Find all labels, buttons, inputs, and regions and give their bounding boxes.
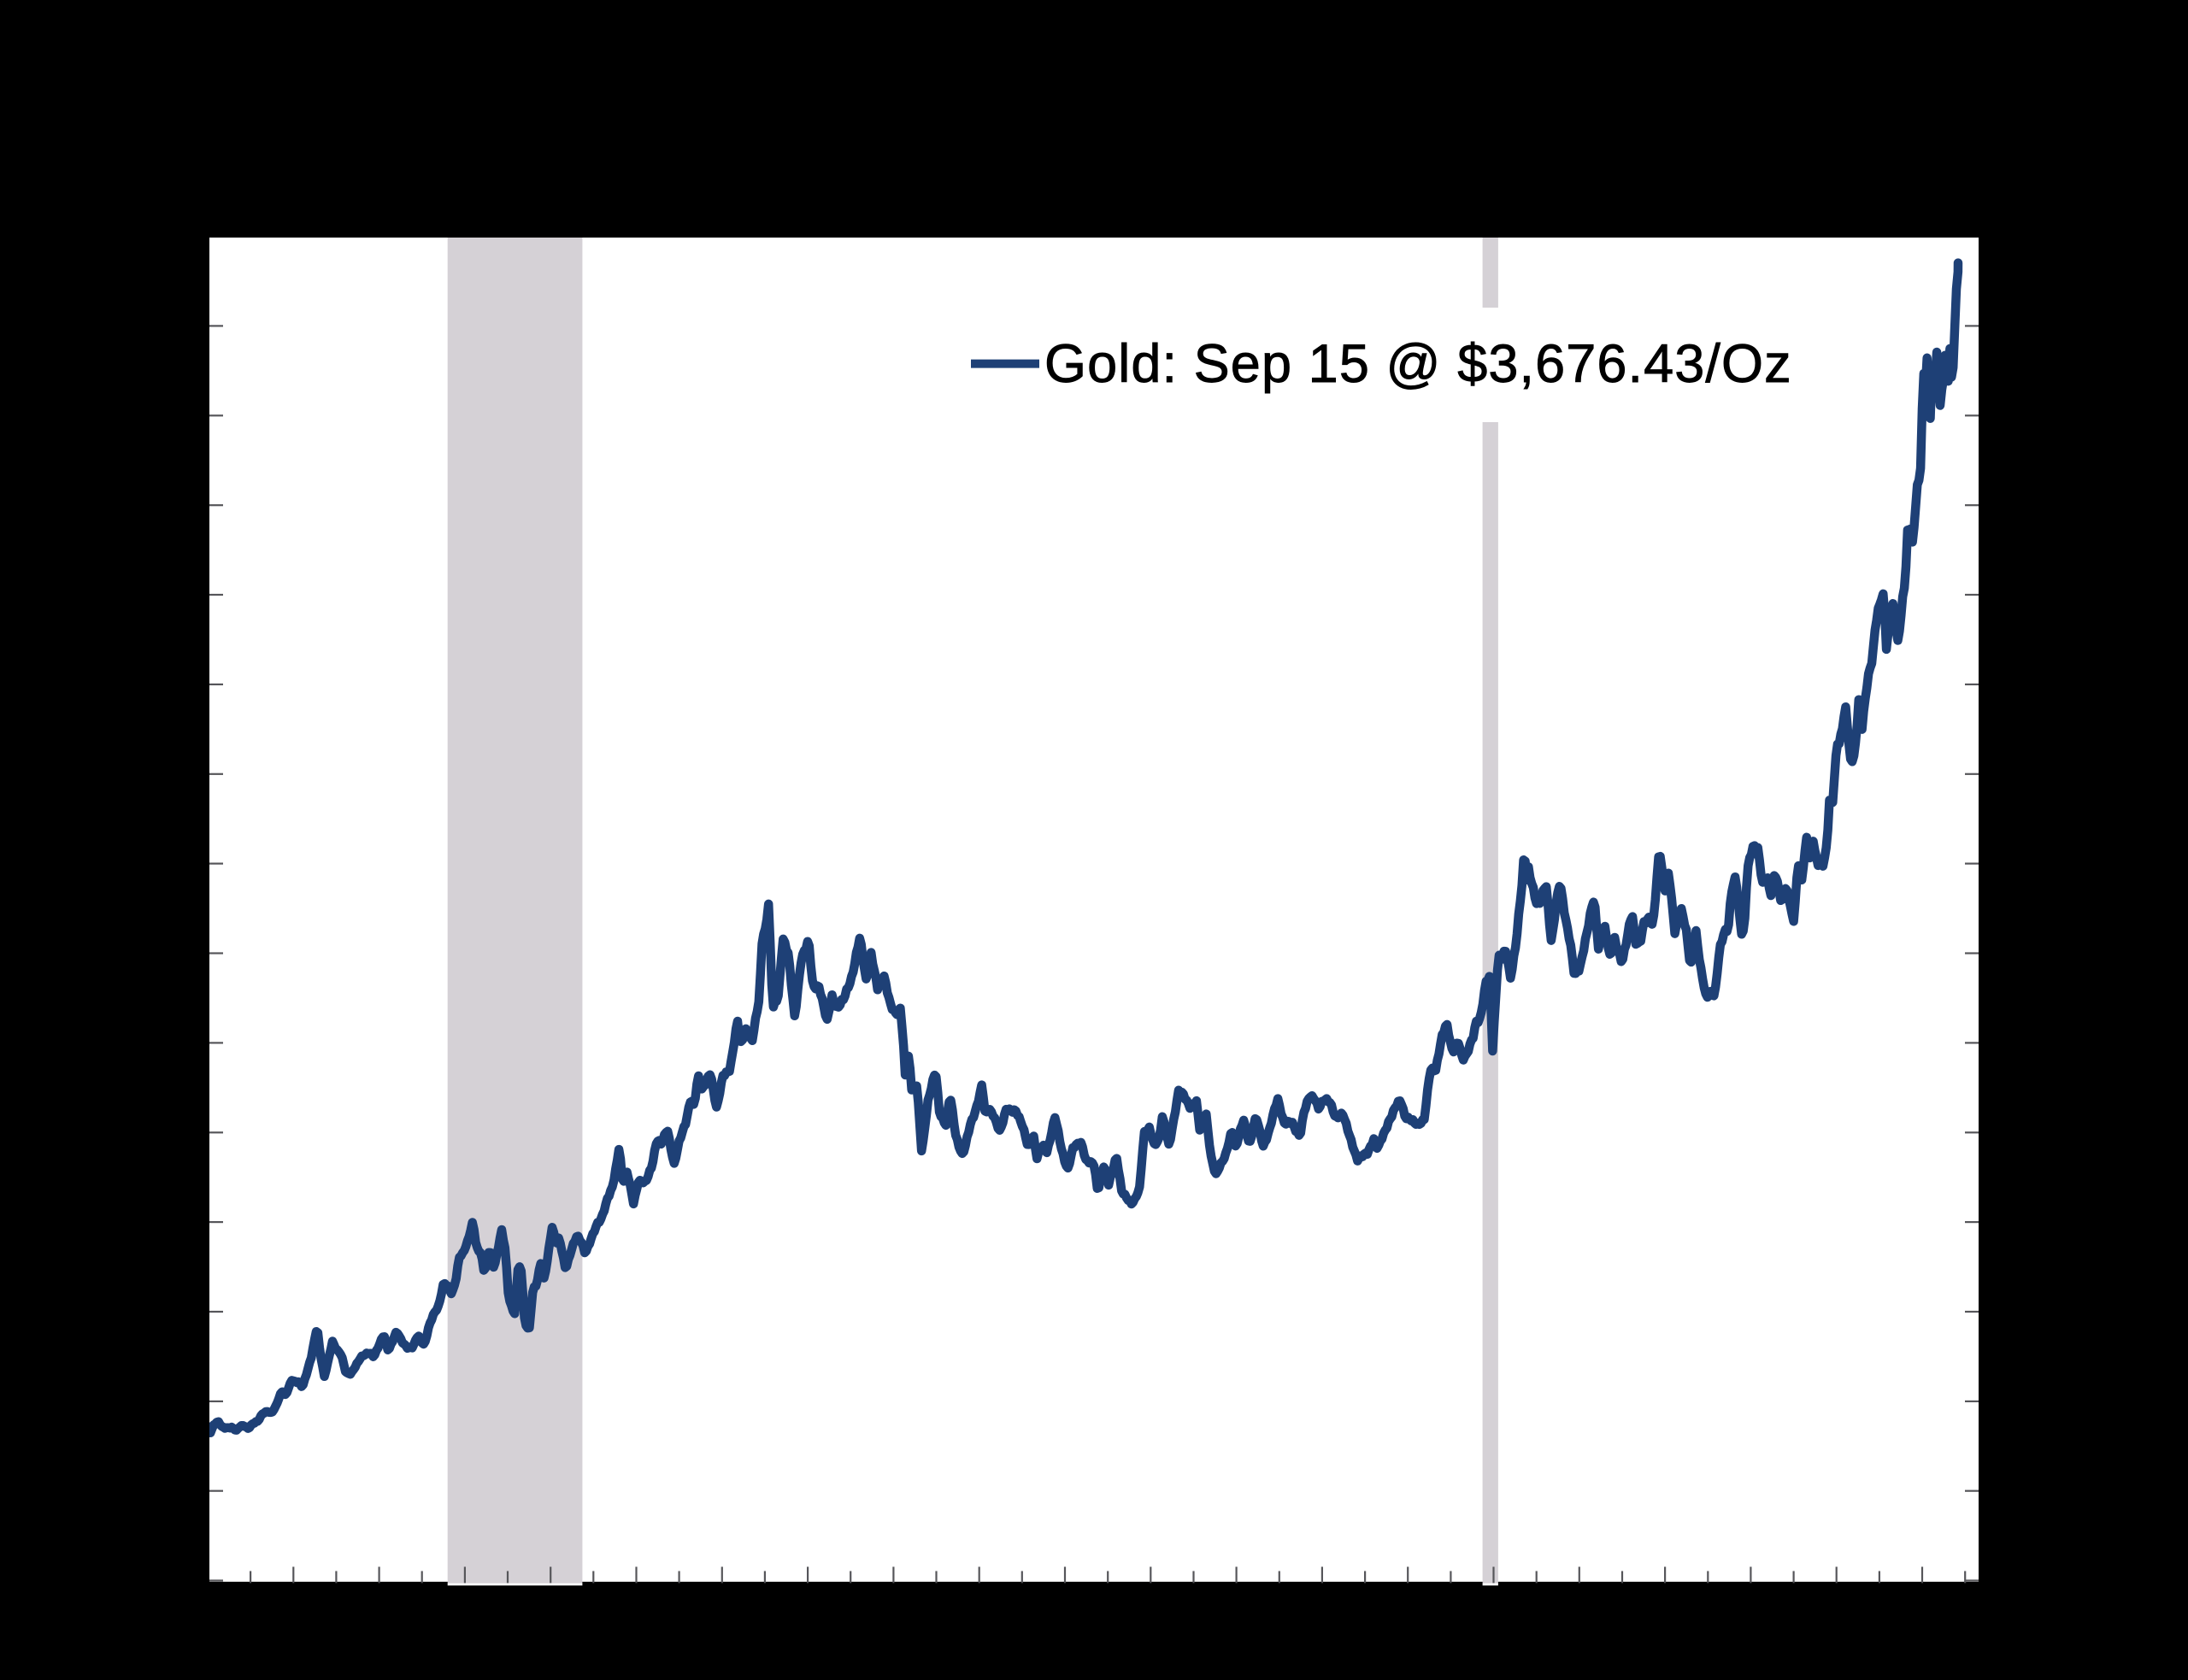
svg-text:Gold: Sep 15 @ $3,676.43/Oz: Gold: Sep 15 @ $3,676.43/Oz: [1044, 334, 1792, 394]
